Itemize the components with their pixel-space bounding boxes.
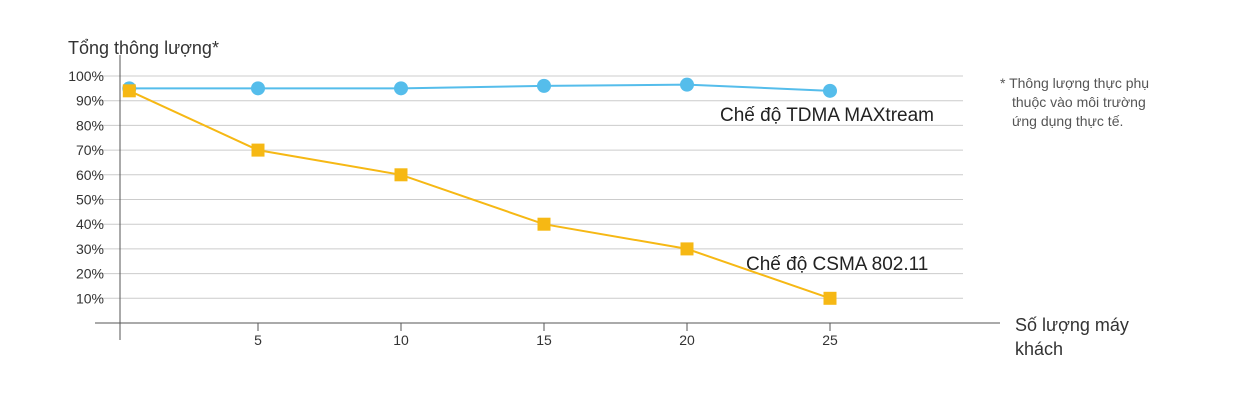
x-tick-label-10: 10 — [393, 332, 409, 348]
y-tick-label-20: 20% — [76, 266, 104, 282]
x-axis-label-line-1: Số lượng máy — [1015, 315, 1129, 335]
y-tick-label-30: 30% — [76, 241, 104, 257]
x-tick-label-5: 5 — [254, 332, 262, 348]
grid-lines — [95, 75, 963, 299]
footnote-line-3: ứng dụng thực tế. — [1012, 113, 1124, 129]
footnote: * Thông lượng thực phụ thuộc vào môi trư… — [1000, 74, 1200, 131]
y-tick-label-40: 40% — [76, 216, 104, 232]
series-2-point-1 — [122, 84, 136, 98]
series-2-point-3 — [394, 168, 408, 182]
y-tick-label-70: 70% — [76, 142, 104, 158]
series-1-point-3 — [394, 81, 408, 96]
y-tick-label-80: 80% — [76, 117, 104, 133]
y-tick-label-50: 50% — [76, 192, 104, 208]
x-tick-label-15: 15 — [536, 332, 552, 348]
y-axis-label: Tổng thông lượng* — [68, 38, 219, 58]
series-line-2 — [128, 89, 831, 300]
series-2-point-2 — [251, 143, 265, 157]
series-1-point-5 — [680, 77, 694, 92]
series-1-point-2 — [251, 81, 265, 96]
series-labels: Chế độ TDMA MAXtream Chế độ CSMA 802.11 — [720, 105, 934, 275]
series-label-2: Chế độ CSMA 802.11 — [746, 254, 928, 275]
series-2-point-6 — [823, 291, 837, 305]
x-axis-label: Số lượng máy khách — [1015, 315, 1129, 359]
axes — [95, 55, 1000, 340]
y-tick-label-100: 100% — [68, 68, 104, 84]
series-1-point-4 — [537, 78, 551, 93]
series-1-point-6 — [823, 83, 837, 98]
footnote-line-1: * Thông lượng thực phụ — [1000, 75, 1150, 91]
footnote-line-2: thuộc vào môi trường — [1012, 94, 1146, 110]
x-tick-label-20: 20 — [679, 332, 695, 348]
x-axis-label-line-2: khách — [1015, 339, 1063, 359]
series-2-point-5 — [680, 242, 694, 256]
series-2-point-4 — [537, 217, 551, 231]
y-tick-label-90: 90% — [76, 93, 104, 109]
tick-labels: 10% 20% 30% 40% 50% 60% 70% 80% 90% 100% 5 10 15 20 25 — [68, 68, 838, 348]
series-label-1: Chế độ TDMA MAXtream — [720, 105, 934, 126]
series-group — [122, 77, 837, 305]
series-line-1 — [129, 83, 831, 92]
y-tick-label-60: 60% — [76, 167, 104, 183]
y-tick-label-10: 10% — [76, 290, 104, 306]
x-tick-label-25: 25 — [822, 332, 838, 348]
